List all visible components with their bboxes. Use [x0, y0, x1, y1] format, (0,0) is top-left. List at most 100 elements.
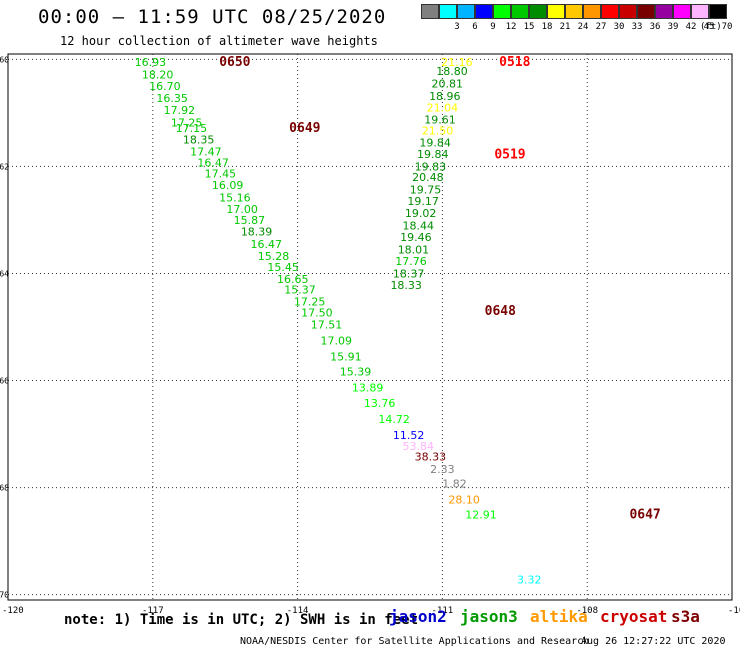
- legend-label: 9: [490, 22, 496, 32]
- satellite-jason3: jason3: [460, 607, 518, 626]
- legend-bin: 27: [583, 4, 606, 32]
- pass-time-label: 0647: [629, 507, 660, 522]
- pass-time-label: 0650: [219, 55, 250, 70]
- wave-height-point: 20.81: [431, 77, 463, 90]
- wave-height-point: 20.48: [412, 171, 444, 184]
- legend-bin: 3: [439, 4, 460, 32]
- wave-height-point: 16.47: [250, 238, 282, 251]
- legend-swatch: [709, 4, 727, 19]
- wave-height-point: 19.17: [407, 195, 439, 208]
- wave-height-point: 19.83: [415, 160, 447, 173]
- legend-swatch: [565, 4, 583, 19]
- legend-label: 12: [505, 22, 517, 32]
- legend-label: 33: [631, 22, 643, 32]
- chart-subtitle: 12 hour collection of altimeter wave hei…: [60, 34, 378, 48]
- wave-height-point: 16.09: [212, 179, 244, 192]
- pass-time-label: 0519: [494, 148, 525, 163]
- legend-swatch: [457, 4, 475, 19]
- legend-label: 70: [721, 22, 733, 32]
- legend-swatch: [421, 4, 439, 19]
- wave-height-point: 19.46: [400, 231, 432, 244]
- wave-height-point: 17.51: [311, 318, 343, 331]
- wave-height-point: 18.33: [390, 279, 422, 292]
- wave-height-point: 2.33: [430, 463, 455, 476]
- wave-height-point: 17.00: [226, 203, 258, 216]
- wave-height-point: 21.50: [422, 125, 454, 138]
- legend-label: 24: [577, 22, 589, 32]
- wave-height-point: 17.45: [205, 167, 237, 180]
- legend-bin: 6: [457, 4, 478, 32]
- legend-swatch: [619, 4, 637, 19]
- legend-bin: 30: [601, 4, 624, 32]
- legend-bin: 45: [691, 4, 714, 32]
- legend-label: 30: [613, 22, 625, 32]
- wave-height-point: 1.82: [442, 477, 467, 490]
- y-tick-label: -60: [0, 55, 9, 64]
- wave-height-point: 3.32: [517, 574, 542, 587]
- wave-height-point: 15.39: [340, 365, 372, 378]
- legend-swatch: [493, 4, 511, 19]
- wave-height-point: 12.91: [465, 508, 497, 521]
- legend-label: 18: [541, 22, 553, 32]
- legend-swatch: [673, 4, 691, 19]
- wave-height-point: 16.93: [135, 56, 167, 69]
- wave-height-point: 17.25: [171, 117, 203, 130]
- wave-height-point: 18.39: [241, 226, 273, 239]
- legend-label: 3: [454, 22, 460, 32]
- wave-height-point: 17.15: [176, 122, 208, 135]
- wave-height-point: 17.76: [395, 255, 427, 268]
- legend-label: 39: [667, 22, 679, 32]
- legend-bin: 39: [655, 4, 678, 32]
- wave-height-point: 17.25: [294, 295, 326, 308]
- wave-height-point: 13.89: [352, 381, 384, 394]
- wave-height-point: 13.76: [364, 397, 396, 410]
- legend-bin: [421, 4, 439, 20]
- wave-height-point: 18.37: [393, 267, 425, 280]
- wave-height-point: 15.28: [258, 250, 290, 263]
- wave-height-point: 18.96: [429, 90, 461, 103]
- x-tick-label: -111: [432, 606, 454, 616]
- legend-label: 27: [595, 22, 607, 32]
- wave-height-point: 18.44: [403, 219, 435, 232]
- legend-bin: 36: [637, 4, 660, 32]
- wave-height-point: 15.37: [284, 284, 316, 297]
- legend-bin: 9: [475, 4, 496, 32]
- legend-label: 15: [523, 22, 535, 32]
- wave-height-point: 17.92: [164, 104, 196, 117]
- y-tick-label: -66: [0, 377, 9, 386]
- chart-title: 00:00 – 11:59 UTC 08/25/2020: [38, 6, 387, 28]
- x-corner-right: -10: [728, 606, 740, 616]
- wave-height-point: 17.47: [190, 145, 222, 158]
- satellite-s3a: s3a: [671, 607, 700, 626]
- credit-line: NOAA/NESDIS Center for Satellite Applica…: [240, 636, 590, 647]
- wave-height-point: 14.72: [378, 413, 410, 426]
- wave-height-point: 16.35: [156, 92, 188, 105]
- wave-height-point: 28.10: [448, 493, 480, 506]
- legend-swatch: [691, 4, 709, 19]
- legend-bin: 12: [493, 4, 516, 32]
- wave-height-point: 16.47: [197, 157, 229, 170]
- wave-height-point: 15.91: [330, 350, 362, 363]
- wave-height-point: 19.84: [417, 148, 449, 161]
- wave-height-point: 19.84: [419, 136, 451, 149]
- wave-height-point: 17.09: [320, 334, 352, 347]
- x-tick-label: -108: [576, 606, 598, 616]
- wave-height-point: 15.16: [219, 191, 251, 204]
- legend-unit: (ft): [700, 22, 722, 32]
- x-tick-label: -117: [142, 606, 164, 616]
- wave-height-point: 18.80: [436, 65, 468, 78]
- legend-swatch: [439, 4, 457, 19]
- legend-swatch: [511, 4, 529, 19]
- legend-swatch: [601, 4, 619, 19]
- wave-height-point: 53.84: [403, 440, 435, 453]
- legend-label: 45: [703, 22, 715, 32]
- pass-time-label: 0648: [485, 304, 516, 319]
- wave-height-point: 18.20: [142, 68, 174, 81]
- legend-swatch: [475, 4, 493, 19]
- wave-height-point: 16.65: [277, 273, 309, 286]
- wave-height-point: 19.75: [410, 183, 442, 196]
- legend-label: 42: [685, 22, 697, 32]
- pass-time-label: 0518: [499, 55, 530, 70]
- color-legend: 3 6 9 12 15 18 21 24 27 30 33 36 39 42 45 70: [421, 4, 732, 36]
- wave-height-point: 19.02: [405, 207, 437, 220]
